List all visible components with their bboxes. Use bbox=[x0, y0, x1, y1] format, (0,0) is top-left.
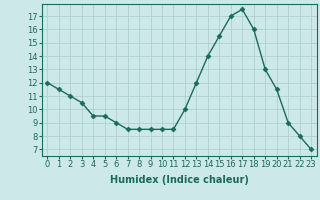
X-axis label: Humidex (Indice chaleur): Humidex (Indice chaleur) bbox=[110, 175, 249, 185]
